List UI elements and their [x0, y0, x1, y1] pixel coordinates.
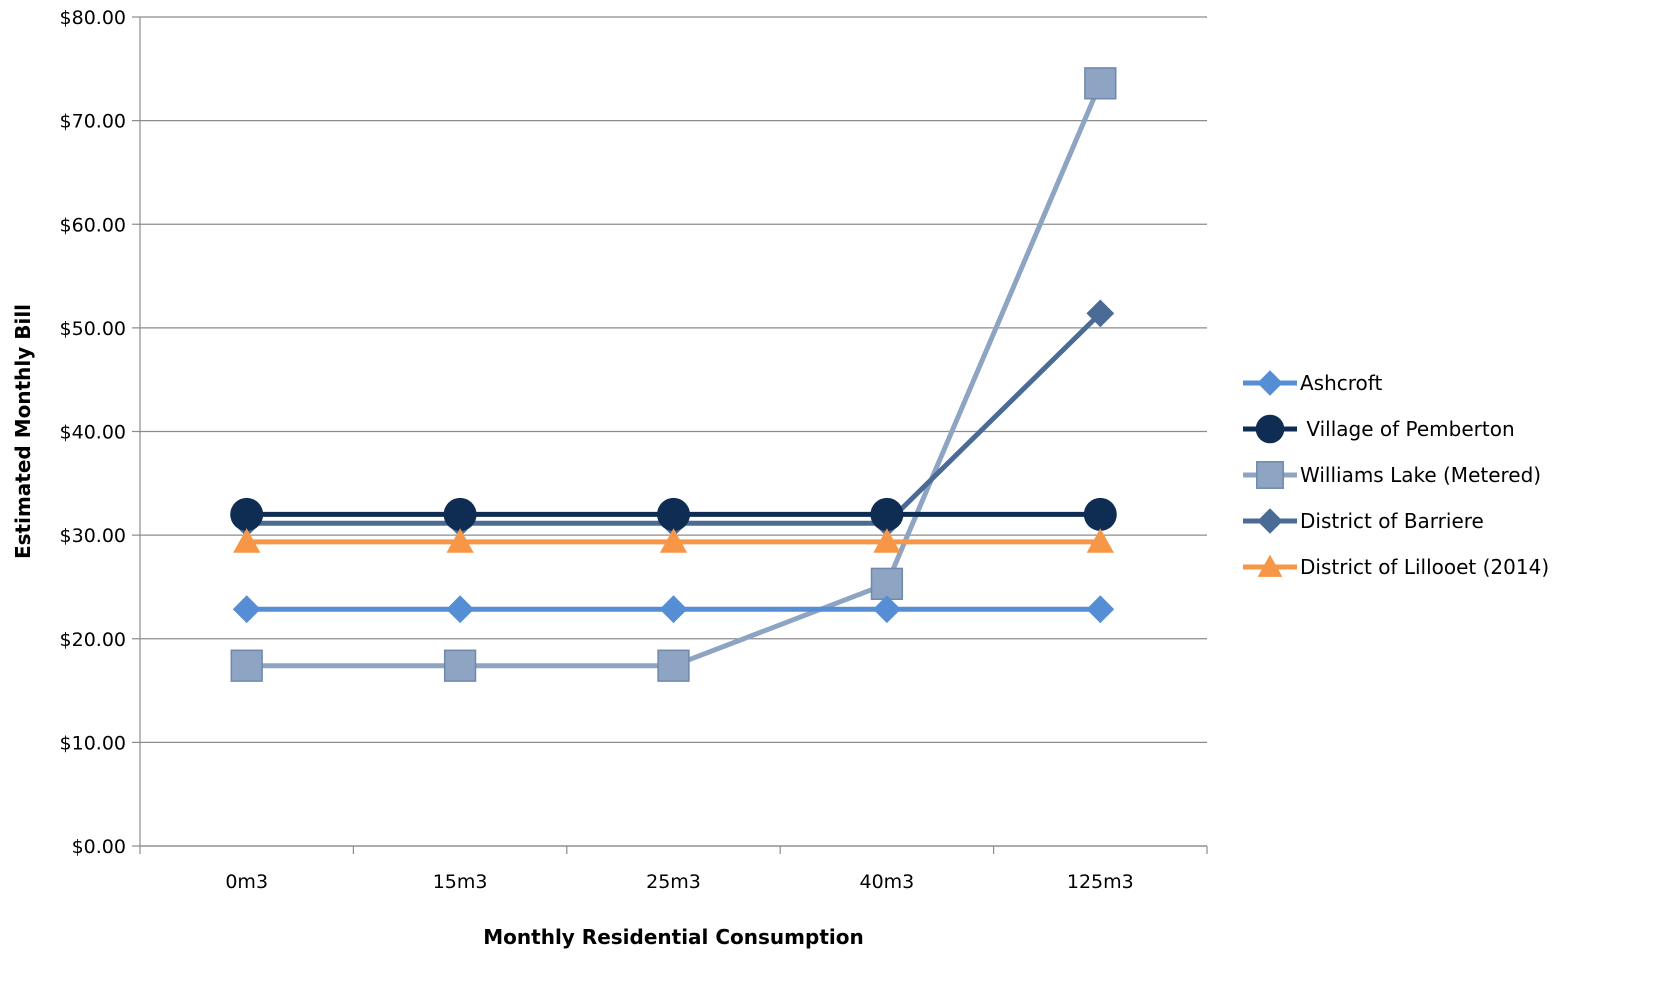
legend-label: Ashcroft — [1300, 371, 1382, 395]
y-tick-label: $20.00 — [60, 629, 126, 651]
series-line — [246, 311, 1103, 526]
series-2 — [230, 67, 1117, 682]
data-point — [1255, 414, 1285, 444]
legend-label: Williams Lake (Metered) — [1300, 463, 1541, 487]
y-tick-label: $10.00 — [60, 732, 126, 754]
y-axis-ticks: $0.00 $10.00 $20.00 $30.00 $40.00 $50.00 $60.0… — [60, 7, 140, 858]
data-point — [1083, 497, 1117, 531]
x-tick-label: 40m3 — [860, 871, 915, 893]
y-tick-label: $30.00 — [60, 525, 126, 547]
data-point — [1257, 370, 1283, 396]
data-point — [659, 595, 688, 624]
y-tick-label: $80.00 — [60, 7, 126, 29]
x-tick-label: 25m3 — [646, 871, 701, 893]
data-point — [657, 497, 690, 531]
y-tick-label: $50.00 — [60, 318, 126, 340]
data-point — [870, 567, 904, 600]
data-point — [1257, 554, 1283, 577]
data-point — [659, 528, 688, 553]
data-point — [1084, 67, 1117, 100]
x-tick-label: 0m3 — [225, 871, 268, 893]
legend-item: Village of Pemberton — [1243, 414, 1515, 444]
series-0 — [232, 595, 1115, 624]
data-point — [1256, 461, 1284, 489]
data-point — [1086, 595, 1115, 624]
data-point — [443, 497, 477, 531]
data-point — [232, 595, 261, 624]
y-axis-title: Estimated Monthly Bill — [11, 304, 35, 559]
series-4 — [233, 528, 1114, 553]
data-point — [1257, 508, 1283, 534]
data-point — [1086, 299, 1115, 328]
y-tick-label: $60.00 — [60, 214, 126, 236]
data-point — [870, 497, 904, 531]
data-point — [446, 528, 474, 553]
data-point — [233, 528, 261, 553]
data-point — [446, 595, 475, 624]
series-line — [246, 82, 1103, 669]
series-group — [230, 67, 1117, 682]
legend-label: Village of Pemberton — [1300, 417, 1515, 441]
legend: Ashcroft Village of Pemberton Williams La… — [1243, 370, 1549, 579]
grid-lines — [140, 16, 1207, 847]
x-tick-label: 125m3 — [1067, 871, 1134, 893]
data-point — [873, 528, 901, 553]
legend-item: Ashcroft — [1243, 370, 1382, 396]
legend-item: Williams Lake (Metered) — [1243, 461, 1541, 489]
data-point — [657, 649, 690, 682]
legend-label: District of Lillooet (2014) — [1300, 555, 1549, 579]
data-point — [872, 595, 901, 624]
y-tick-label: $40.00 — [60, 422, 126, 444]
x-tick-label: 15m3 — [433, 871, 488, 893]
legend-item: District of Barriere — [1243, 508, 1484, 534]
legend-label: District of Barriere — [1300, 509, 1484, 533]
legend-item: District of Lillooet (2014) — [1243, 554, 1549, 579]
data-point — [1086, 528, 1114, 553]
data-point — [443, 649, 477, 682]
y-tick-label: $70.00 — [60, 111, 126, 133]
series-1 — [230, 497, 1117, 531]
y-tick-label: $0.00 — [72, 836, 126, 858]
x-axis: 0m3 15m3 25m3 40m3 125m3 — [139, 17, 1208, 893]
x-axis-title: Monthly Residential Consumption — [483, 925, 863, 949]
data-point — [230, 649, 263, 682]
data-point — [230, 497, 264, 531]
